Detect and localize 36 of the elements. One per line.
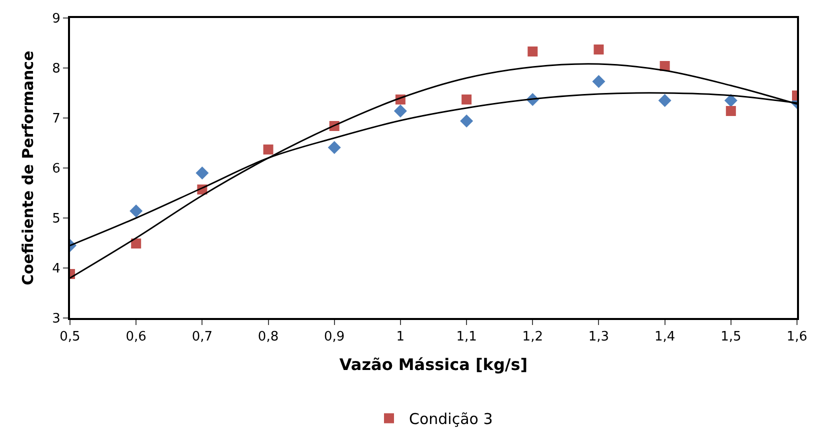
- point: [528, 46, 538, 56]
- point: [130, 204, 143, 218]
- point: [726, 106, 736, 116]
- y-tick-label: 5: [52, 212, 60, 227]
- point: [592, 75, 606, 88]
- point: [263, 144, 274, 154]
- x-axis-title: Vazão Mássica [kg/s]: [339, 354, 528, 374]
- legend-label: Condição 3: [409, 410, 493, 428]
- point: [131, 238, 142, 248]
- point: [328, 141, 341, 154]
- x-tick-label: 1,4: [654, 330, 676, 345]
- y-tick-label: 9: [52, 12, 60, 27]
- point: [724, 94, 738, 107]
- x-tick-label: 0,7: [192, 330, 213, 345]
- x-tick-label: 1,1: [456, 330, 477, 345]
- y-tick-label: 7: [52, 112, 60, 127]
- point: [196, 166, 209, 180]
- point: [594, 44, 604, 54]
- x-tick-label: 0,8: [258, 330, 279, 345]
- point: [460, 114, 474, 128]
- x-tick-label: 1: [396, 330, 405, 345]
- point: [658, 94, 672, 107]
- y-tick-label: 8: [52, 62, 60, 77]
- y-tick-label: 6: [52, 162, 60, 177]
- x-tick-label: 1,5: [720, 330, 742, 345]
- x-tick-label: 0,6: [126, 330, 146, 345]
- x-tick-label: 0,5: [60, 330, 80, 345]
- point: [394, 104, 407, 118]
- y-tick-label: 3: [52, 312, 60, 327]
- x-tick-label: 1,3: [588, 330, 610, 345]
- x-tick-label: 1,6: [786, 330, 808, 345]
- x-tick-label: 1,2: [522, 330, 543, 345]
- y-axis-title: Coeficiente de Performance: [18, 50, 37, 286]
- y-tick-label: 4: [52, 262, 60, 277]
- x-tick-label: 0,9: [324, 330, 345, 345]
- point: [462, 94, 472, 104]
